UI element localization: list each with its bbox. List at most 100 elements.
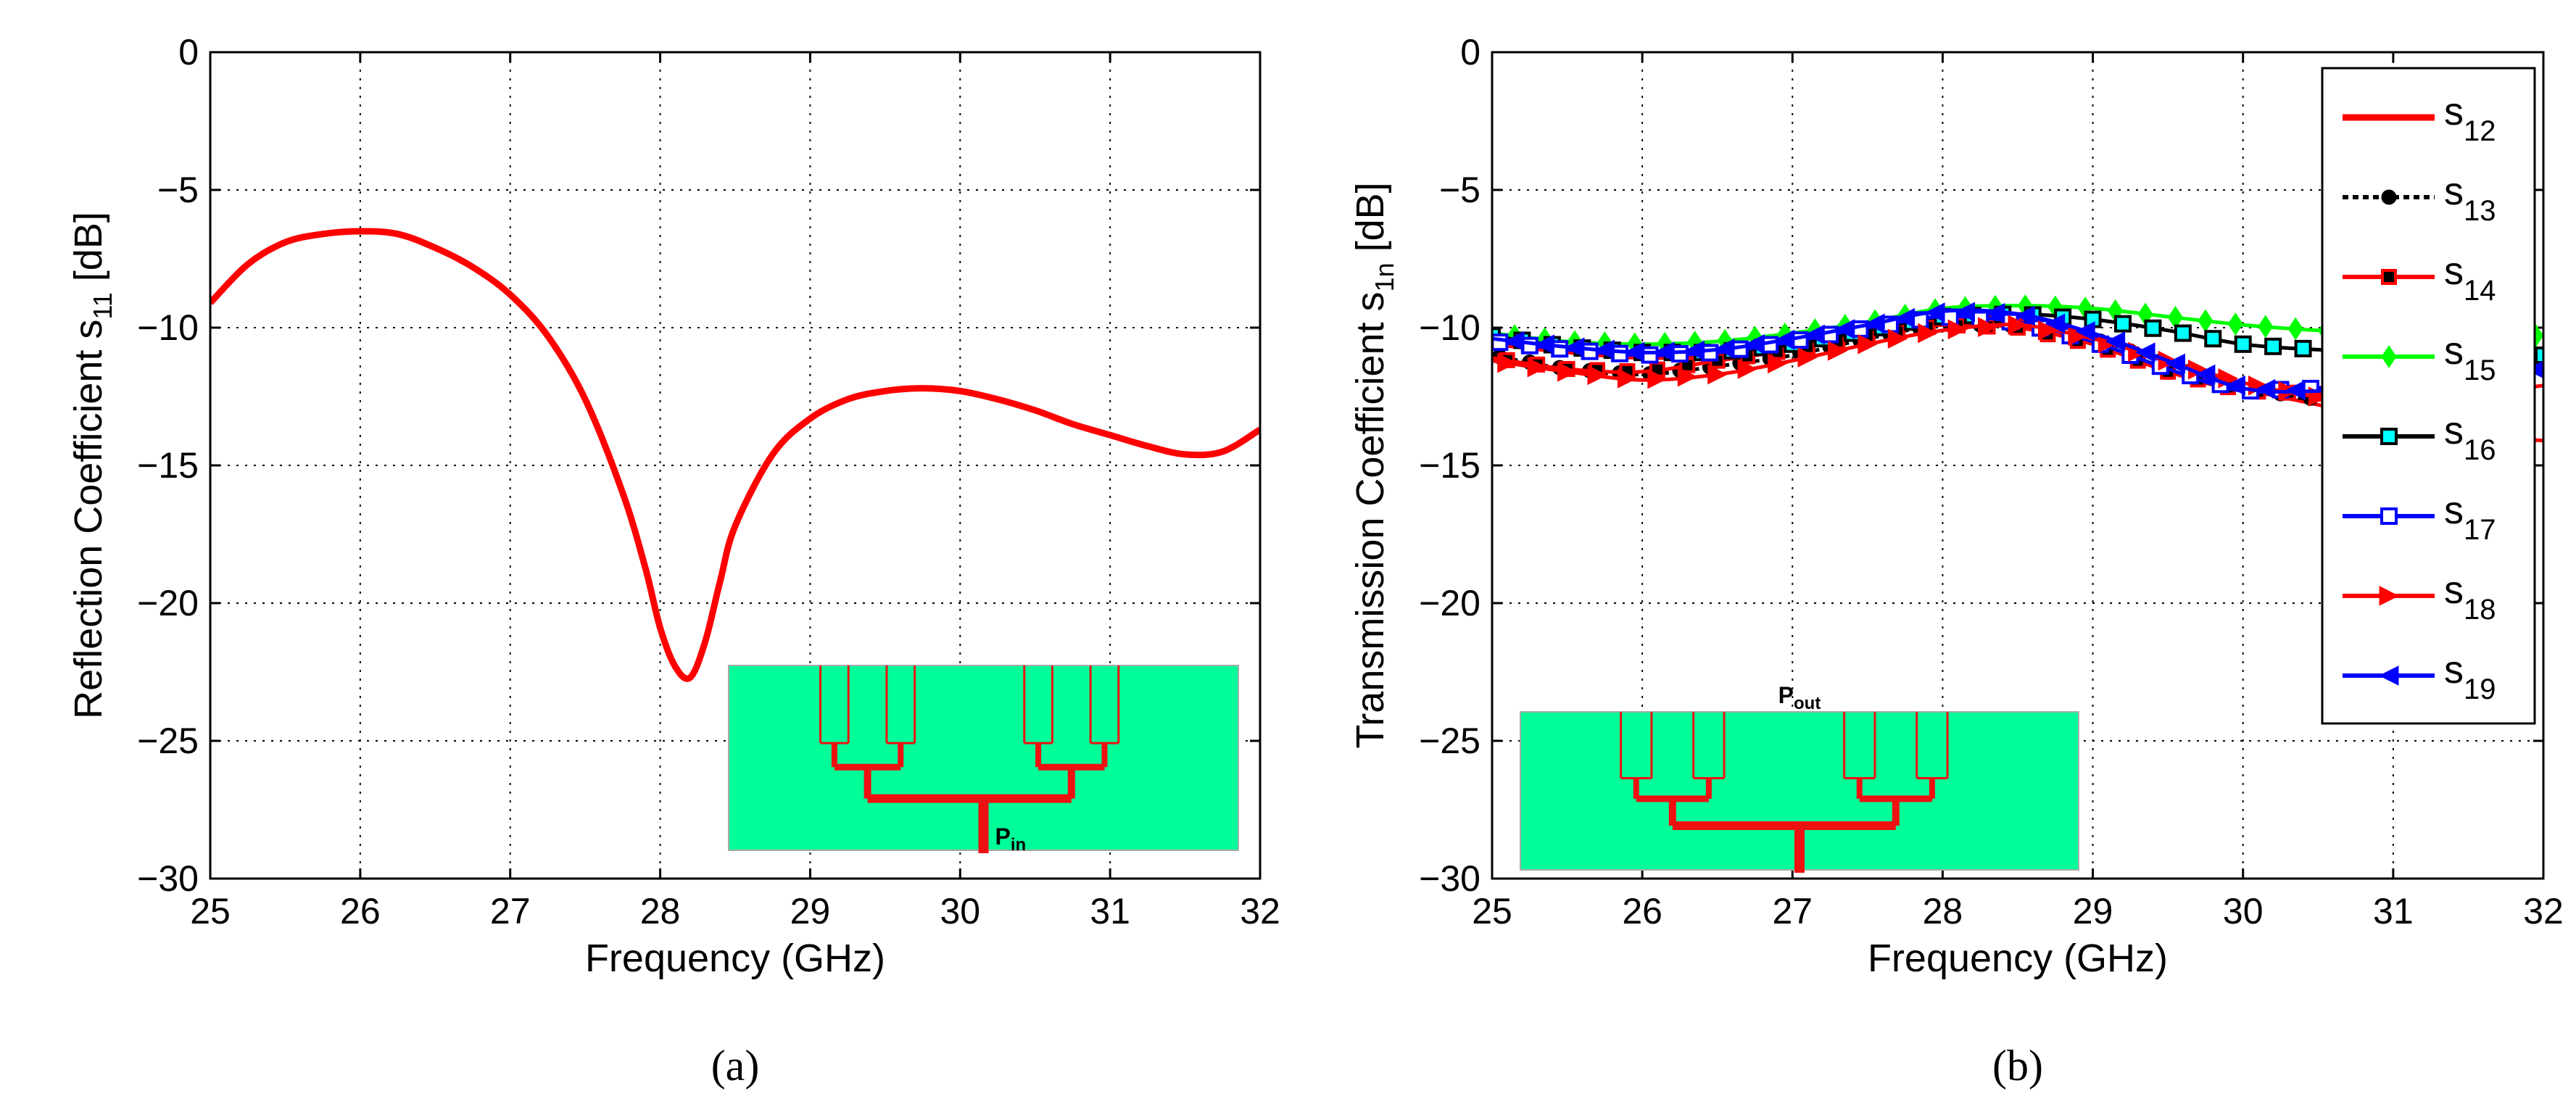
legend-entry-name: s [2444, 90, 2464, 133]
inset-port-label-sub: out [1794, 694, 1821, 713]
data-point-marker [2227, 312, 2243, 336]
data-point-marker [2381, 269, 2397, 285]
legend-entry-label: s14 [2444, 249, 2496, 307]
legend-entry-sub: 17 [2464, 514, 2496, 546]
y-tick-label: 0 [1460, 32, 1480, 72]
y-axis-label-unit: [dB] [67, 212, 110, 292]
figure-caption: (a) [711, 1042, 760, 1090]
data-point-marker [2015, 305, 2035, 326]
axes-frame [209, 51, 1262, 880]
data-point-marker [2234, 335, 2252, 353]
data-point-marker [2381, 345, 2397, 368]
figure-caption: (b) [1992, 1042, 2043, 1090]
y-axis-label-sub: 11 [88, 292, 117, 319]
x-tick-label: 28 [640, 891, 681, 931]
data-point-marker [2045, 313, 2066, 334]
x-tick-label: 32 [1240, 891, 1280, 931]
data-point-marker [1714, 339, 1735, 359]
legend-entry-sub: 15 [2464, 354, 2496, 386]
legend-entry-sub: 14 [2464, 275, 2496, 307]
x-tick-label: 26 [1622, 891, 1662, 931]
legend-entry-label: s19 [2444, 648, 2496, 705]
y-tick-label: −20 [137, 583, 199, 623]
data-point-marker [2258, 315, 2274, 339]
y-tick-label: −25 [1419, 721, 1480, 761]
data-point-marker [1581, 342, 1599, 360]
data-point-marker [2255, 378, 2276, 399]
data-point-marker [2008, 315, 2029, 336]
legend-box [2321, 67, 2536, 725]
y-axis-label-main: Transmission Coefficient s [1349, 291, 1392, 748]
data-point-marker [1534, 334, 1554, 354]
data-point-marker [2174, 324, 2192, 342]
data-point-marker [1587, 365, 1608, 386]
data-point-marker [2144, 319, 2162, 337]
inset-port-label-sub: in [1011, 835, 1026, 855]
data-point-marker [2287, 317, 2303, 341]
legend-entry-label: s15 [2444, 329, 2496, 386]
x-tick-label: 29 [790, 891, 831, 931]
legend-entry-sub: 16 [2464, 434, 2496, 466]
data-point-marker [2535, 347, 2543, 364]
data-point-marker [1684, 340, 1705, 361]
inset-port-label: Pout [1778, 682, 1821, 713]
data-point-marker [2075, 321, 2095, 341]
data-point-marker [1744, 333, 1765, 354]
data-point-marker [1947, 319, 1968, 340]
data-point-marker [1641, 346, 1659, 364]
x-tick-label: 31 [1090, 891, 1130, 931]
data-point-marker [2105, 331, 2126, 352]
y-axis-label: Transmission Coefficient s1n [dB] [1349, 182, 1399, 748]
series-markers-19 [1504, 302, 2543, 401]
legend-entry-label: s16 [2444, 409, 2496, 466]
legend-entry-label: s12 [2444, 90, 2496, 147]
x-tick-label: 27 [1772, 891, 1813, 931]
y-tick-label: −10 [1419, 307, 1480, 348]
data-point-marker [1557, 361, 1578, 382]
data-point-marker [2114, 315, 2132, 333]
data-point-marker [1797, 347, 1818, 368]
data-point-marker [1564, 337, 1585, 358]
legend-entry-name: s [2444, 170, 2464, 213]
y-axis-label-main: Reflection Coefficient s [67, 320, 110, 719]
x-tick-label: 25 [1472, 891, 1512, 931]
y-tick-label: −20 [1419, 583, 1480, 623]
x-tick-label: 30 [2223, 891, 2264, 931]
legend-entry-name: s [2444, 489, 2464, 532]
legend-entry-label: s13 [2444, 170, 2496, 227]
x-tick-label: 25 [190, 891, 231, 931]
data-point-marker [2380, 507, 2398, 525]
data-point-marker [1677, 366, 1698, 387]
data-point-marker [1774, 329, 1795, 350]
data-point-marker [1887, 328, 1908, 349]
data-point-marker [2165, 353, 2185, 374]
y-tick-label: −15 [1419, 445, 1480, 486]
x-tick-label: 27 [490, 891, 531, 931]
x-tick-label: 32 [2523, 891, 2564, 931]
y-tick-label: −5 [1439, 170, 1480, 210]
data-point-marker [2381, 189, 2397, 205]
data-point-marker [1737, 359, 1758, 379]
axes-frame [1491, 51, 2545, 880]
x-tick-label: 28 [1923, 891, 1963, 931]
legend-entry-name: s [2444, 409, 2464, 452]
legend-entry-label: s18 [2444, 568, 2496, 626]
data-point-marker [2285, 380, 2306, 401]
legend-entry-sub: 18 [2464, 594, 2496, 626]
y-tick-label: −30 [137, 858, 199, 899]
data-point-marker [1918, 323, 1938, 344]
data-point-marker [2294, 339, 2312, 357]
data-point-marker [1527, 357, 1548, 378]
legend-entry-sub: 19 [2464, 673, 2496, 705]
data-point-marker [1858, 333, 1878, 354]
x-axis-label: Frequency (GHz) [585, 937, 885, 980]
data-point-marker [1924, 302, 1945, 323]
y-tick-label: −10 [137, 307, 199, 348]
y-tick-label: −5 [157, 170, 199, 210]
data-point-marker [2225, 375, 2245, 396]
data-point-marker [1520, 336, 1538, 354]
data-point-marker [2134, 342, 2155, 363]
x-tick-label: 26 [340, 891, 381, 931]
data-point-marker [1707, 364, 1728, 385]
